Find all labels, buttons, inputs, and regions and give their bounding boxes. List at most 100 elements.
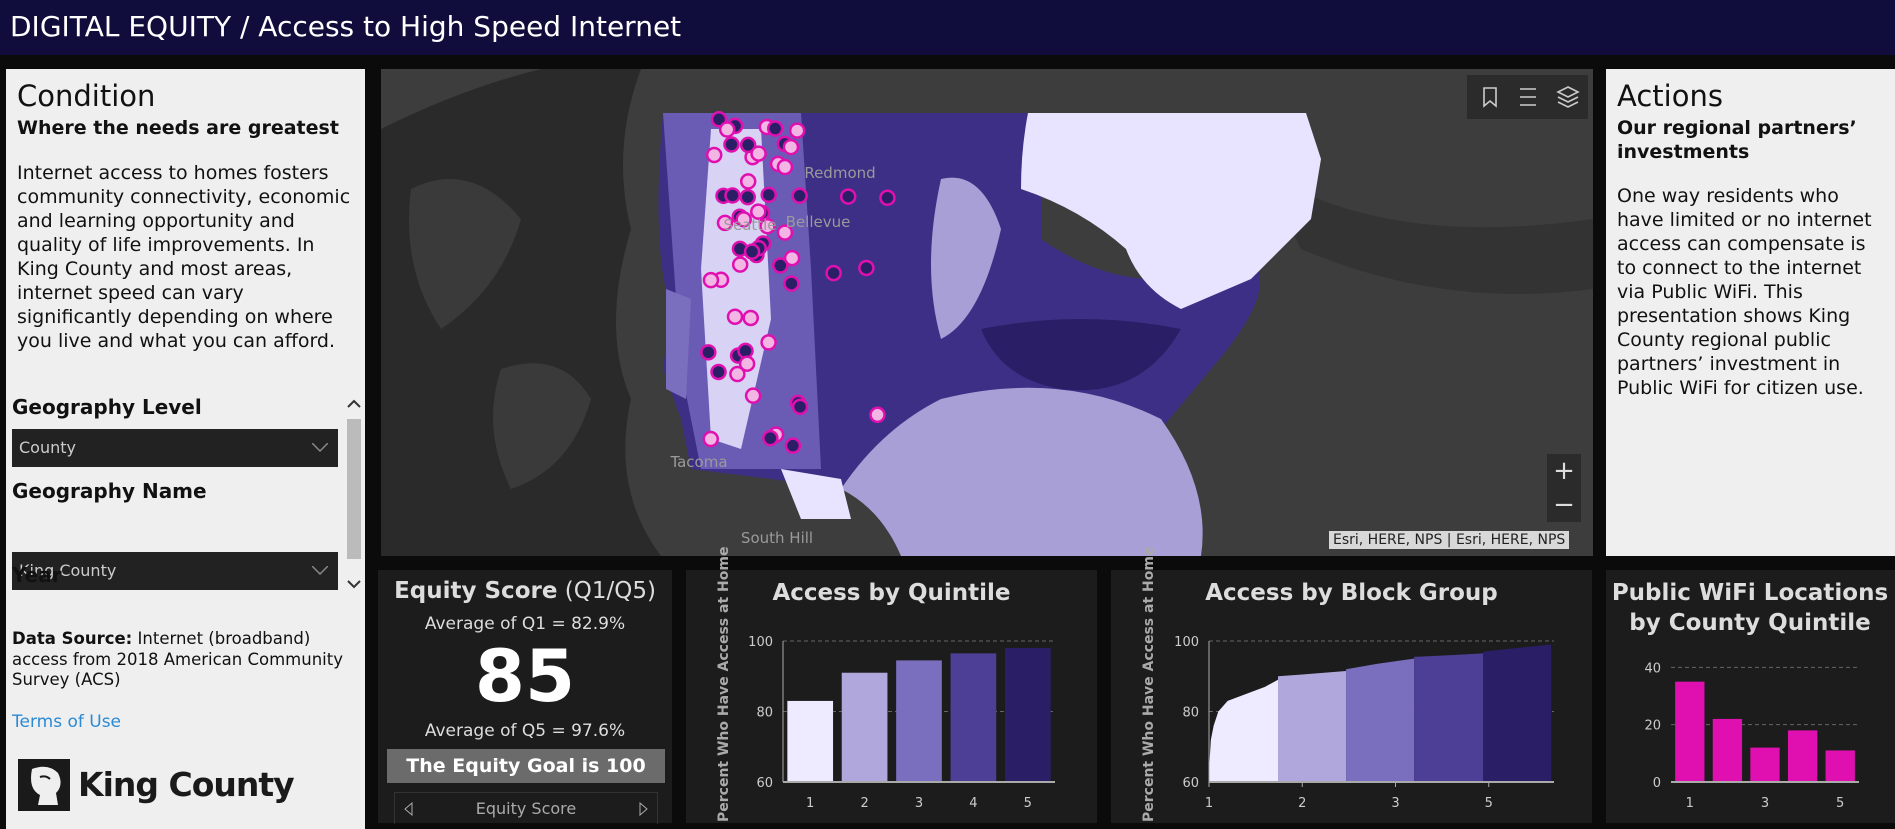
terms-link[interactable]: Terms of Use xyxy=(12,712,122,732)
map-toolbar xyxy=(1467,75,1588,119)
wifi-site xyxy=(772,257,789,274)
dropdown-arrow xyxy=(312,566,328,575)
map-label: South Hill xyxy=(741,529,813,547)
land xyxy=(493,363,591,489)
panel-text: One way residents who have limited or no… xyxy=(1617,185,1872,399)
map-label: Redmond xyxy=(804,164,875,182)
panel-title: Actions xyxy=(1617,79,1723,113)
zoom-out[interactable]: − xyxy=(1553,490,1575,520)
wifi-site xyxy=(869,406,886,424)
region xyxy=(666,289,691,399)
logo-text: King County xyxy=(78,765,295,804)
wifi-site xyxy=(702,430,720,448)
wifi-site xyxy=(776,158,794,176)
condition-panel: Condition Where the needs are greatest I… xyxy=(6,69,365,829)
map-label: Seattle xyxy=(723,216,776,234)
river xyxy=(1261,169,1593,294)
nav-next[interactable] xyxy=(639,802,649,816)
wifi-site xyxy=(723,136,740,153)
equity-card: Equity Score (Q1/Q5) Average of Q1 = 82.… xyxy=(378,570,672,824)
source-label: Data Source: xyxy=(12,629,133,648)
logo-icon xyxy=(18,759,70,811)
wifi-site xyxy=(738,355,756,372)
wifi-site xyxy=(705,146,723,164)
source-text: Internet (broadband) access from 2018 Am… xyxy=(12,629,343,689)
zoom-in[interactable]: + xyxy=(1553,456,1575,486)
region xyxy=(841,387,1203,556)
q1-average: Average of Q1 = 82.9% xyxy=(424,614,626,634)
wifi-site xyxy=(726,308,744,325)
wifi-site xyxy=(759,217,776,235)
layers-icon[interactable] xyxy=(1556,86,1580,108)
map-canvas: Redmond Seattle Bellevue Tacoma South Hill xyxy=(381,69,1593,556)
attribution: Esri, HERE, NPS | Esri, HERE, NPS xyxy=(1329,531,1570,549)
wifi-site xyxy=(762,429,779,447)
chart-title: Public WiFi Locations by County Quintile xyxy=(1611,580,1889,636)
region xyxy=(931,177,1001,339)
map-label: Bellevue xyxy=(786,213,851,231)
filter-select[interactable]: County xyxy=(12,429,338,467)
filter-label: Geography Level xyxy=(12,395,202,419)
bookmark-icon[interactable] xyxy=(1483,87,1497,108)
page-title: DIGITAL EQUITY / Access to High Speed In… xyxy=(10,10,682,43)
wifi-site xyxy=(760,186,777,204)
legend-icon[interactable] xyxy=(1520,88,1536,106)
wifi-site xyxy=(700,344,717,361)
wifi-site xyxy=(729,365,746,383)
filter-label: Year xyxy=(12,563,62,587)
wifi-site xyxy=(739,188,756,206)
wifi-site xyxy=(879,189,896,207)
panel-subtitle: Where the needs are greatest xyxy=(17,117,339,139)
wifi-site xyxy=(750,203,767,220)
wifi-site xyxy=(735,211,752,228)
land xyxy=(409,179,521,329)
wifi-site xyxy=(766,120,784,137)
wifi-site xyxy=(783,275,800,292)
wifi-site xyxy=(716,214,734,232)
header: DIGITAL EQUITY / Access to High Speed In… xyxy=(0,0,1895,55)
wifi-site xyxy=(791,398,809,416)
data-source: Data Source: Internet (broadband) access… xyxy=(12,629,357,691)
panel-text: Internet access to homes fosters communi… xyxy=(17,162,351,352)
nav-prev[interactable] xyxy=(403,802,413,816)
filter-select[interactable]: King County xyxy=(12,552,338,590)
map-label: Tacoma xyxy=(669,453,727,471)
wifi-site xyxy=(731,256,749,273)
scrollbar[interactable] xyxy=(344,391,364,627)
wifi-site xyxy=(783,249,801,267)
wifi-site xyxy=(784,437,802,454)
zoom-control: + − xyxy=(1547,454,1581,522)
wifi-site xyxy=(760,334,777,351)
wifi-site xyxy=(742,309,759,327)
nav-label: Equity Score xyxy=(475,799,577,818)
equity-goal: The Equity Goal is 100 xyxy=(387,749,665,783)
toolbar-icons xyxy=(1483,86,1580,108)
actions-panel: Actions Our regional partners’ investmen… xyxy=(1606,69,1895,556)
filter-area: Geography Level County Geography Name Ki… xyxy=(6,391,365,627)
equity-title-note: (Q1/Q5) xyxy=(564,578,656,604)
wifi-site xyxy=(724,187,741,204)
wifi-site xyxy=(782,138,800,156)
dropdown-arrow xyxy=(312,443,328,452)
equity-score: 85 xyxy=(474,634,576,718)
map[interactable]: Redmond Seattle Bellevue Tacoma South Hill +… xyxy=(381,69,1593,556)
chart-title: Access by Quintile xyxy=(772,580,1011,606)
region xyxy=(981,319,1181,391)
wifi-site xyxy=(839,188,857,205)
wifi-site xyxy=(744,387,762,404)
filter-label: Geography Name xyxy=(12,479,207,503)
wifi-site xyxy=(858,259,875,277)
wifi-site xyxy=(739,136,757,154)
wifi-site xyxy=(739,173,757,190)
region xyxy=(1021,113,1321,309)
card-title: Equity Score (Q1/Q5) xyxy=(378,578,672,604)
wifi-site xyxy=(750,145,767,162)
wifi-site xyxy=(702,271,720,289)
region xyxy=(781,469,851,519)
wifi-site xyxy=(788,122,806,139)
panel-subtitle: Our regional partners’ investments xyxy=(1617,117,1857,163)
q5-average: Average of Q5 = 97.6% xyxy=(424,721,626,741)
wifi-sites xyxy=(700,111,896,454)
filter-value: County xyxy=(19,438,76,457)
card-nav: Equity Score xyxy=(394,792,658,824)
